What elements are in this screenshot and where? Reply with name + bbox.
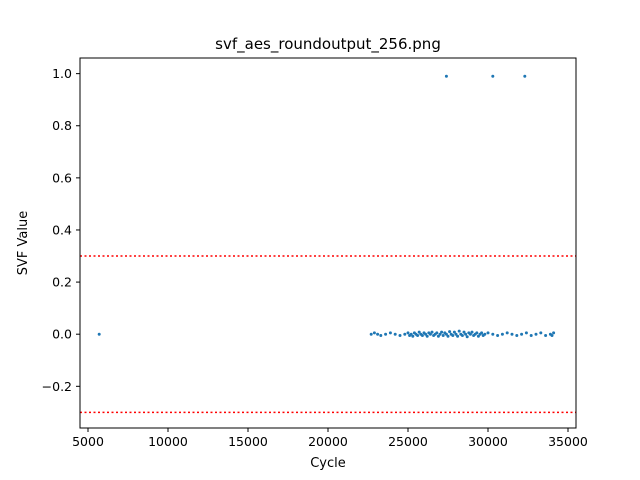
data-point xyxy=(416,334,420,337)
y-tick-label: 0.0 xyxy=(52,327,72,342)
data-point xyxy=(441,334,445,337)
data-point xyxy=(550,334,554,337)
data-point xyxy=(438,332,442,336)
data-point xyxy=(552,331,556,335)
data-point xyxy=(500,332,504,336)
y-tick-label: 0.2 xyxy=(52,275,72,290)
y-axis-label: SVF Value xyxy=(16,211,31,275)
data-point xyxy=(388,331,392,335)
data-point xyxy=(384,332,388,336)
x-axis-ticks: 5000 10000 15000 20000 25000 30000 35000 xyxy=(72,428,588,449)
data-point xyxy=(446,334,450,338)
data-point xyxy=(468,332,472,336)
x-tick-label: 35000 xyxy=(548,434,588,449)
chart-title: svf_aes_roundoutput_256.png xyxy=(215,35,441,54)
y-tick-label: −0.2 xyxy=(42,379,72,394)
data-point xyxy=(451,334,455,337)
data-point xyxy=(428,332,432,336)
data-point xyxy=(420,334,424,337)
data-point xyxy=(372,331,376,335)
data-point xyxy=(491,74,495,78)
data-point xyxy=(425,334,429,338)
data-point xyxy=(448,330,452,334)
data-point xyxy=(544,334,548,337)
data-point xyxy=(440,330,444,334)
data-point xyxy=(456,334,460,338)
data-point xyxy=(376,332,380,336)
data-point xyxy=(411,334,415,338)
y-tick-label: 0.6 xyxy=(52,170,72,185)
data-point xyxy=(460,334,464,337)
y-tick-label: 0.4 xyxy=(52,222,72,237)
data-point xyxy=(97,332,101,336)
plot-frame xyxy=(79,57,577,429)
data-point xyxy=(452,330,456,334)
data-point xyxy=(510,332,514,336)
x-tick-label: 5000 xyxy=(72,434,104,449)
data-point xyxy=(454,332,458,336)
data-point xyxy=(539,331,543,335)
data-point xyxy=(470,330,474,334)
x-tick-label: 20000 xyxy=(308,434,348,449)
data-point xyxy=(417,330,421,334)
data-point xyxy=(534,332,538,336)
data-point xyxy=(491,332,495,336)
data-point xyxy=(520,332,524,336)
data-point xyxy=(496,334,500,337)
data-point xyxy=(406,331,410,335)
threshold-lines xyxy=(80,255,576,414)
data-point xyxy=(393,332,397,336)
data-point xyxy=(398,334,402,337)
data-point xyxy=(409,332,413,336)
data-point xyxy=(457,329,461,333)
y-tick-label: 0.8 xyxy=(52,118,72,133)
data-point xyxy=(505,331,509,335)
data-point xyxy=(444,74,448,78)
plot-marks xyxy=(97,74,556,339)
data-point xyxy=(475,331,479,335)
data-point xyxy=(515,334,519,337)
y-axis-ticks: −0.2 0.0 0.2 0.4 0.6 0.8 1.0 xyxy=(42,66,80,394)
data-point xyxy=(524,331,528,335)
x-tick-label: 25000 xyxy=(388,434,428,449)
data-point xyxy=(369,332,373,336)
data-point xyxy=(523,74,527,78)
data-point xyxy=(462,330,466,334)
x-axis-label: Cycle xyxy=(310,456,346,471)
data-point xyxy=(435,331,439,335)
data-point xyxy=(486,331,490,335)
data-point xyxy=(444,332,448,336)
data-point xyxy=(483,332,487,336)
data-point xyxy=(430,330,434,334)
data-point xyxy=(465,335,469,339)
x-tick-label: 15000 xyxy=(228,434,268,449)
x-tick-label: 30000 xyxy=(468,434,508,449)
data-point xyxy=(529,334,533,337)
y-tick-label: 1.0 xyxy=(52,66,72,81)
data-point xyxy=(464,332,468,336)
data-point xyxy=(476,334,480,338)
x-tick-label: 10000 xyxy=(148,434,188,449)
data-point xyxy=(403,332,407,336)
data-point xyxy=(424,332,428,336)
data-point xyxy=(379,334,383,337)
data-point xyxy=(436,334,440,338)
data-point xyxy=(480,331,484,335)
